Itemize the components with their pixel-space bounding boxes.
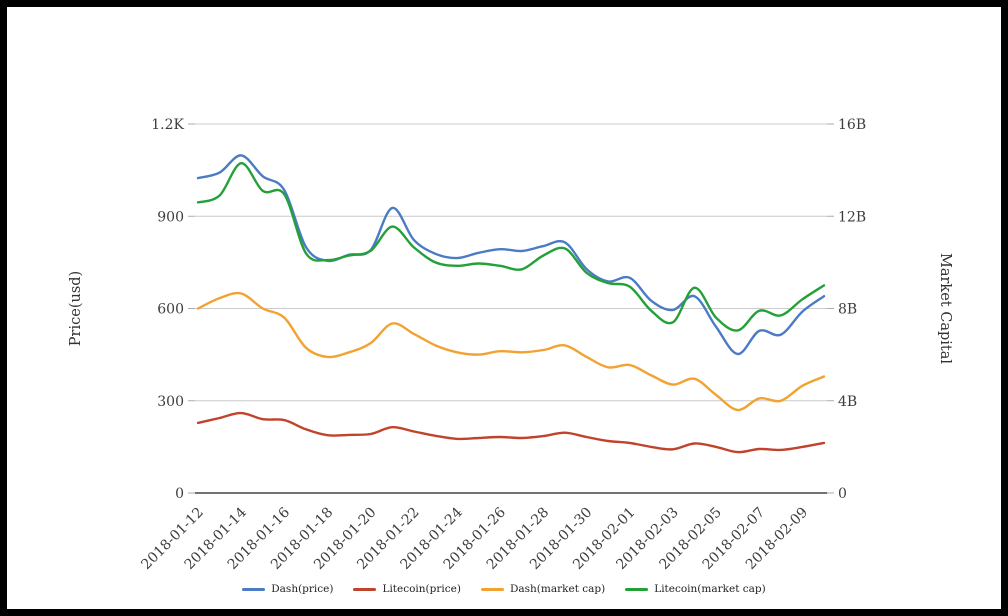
legend-item-label: Dash(price) — [271, 583, 334, 595]
y-axis-title-left: Price(usd) — [68, 271, 84, 346]
y-tick-label-right: 0 — [838, 486, 847, 502]
y-axis-title-right: Market Capital — [937, 253, 953, 364]
legend-item-label: Litecoin(price) — [382, 583, 461, 595]
legend-marker-dash-price-icon — [242, 587, 266, 591]
y-tick-label-left: 300 — [157, 394, 184, 410]
legend-item-label: Litecoin(market cap) — [654, 583, 766, 595]
legend: Dash(price) Litecoin(price) Dash(market … — [7, 577, 1001, 601]
y-tick-label-right: 4B — [838, 394, 857, 410]
series-line-litecoin-price — [196, 411, 826, 454]
legend-marker-dash-market-cap-icon — [480, 587, 504, 591]
y-tick-label-right: 16B — [838, 117, 866, 133]
y-tick-label-left: 0 — [175, 486, 184, 502]
y-tick-label-left: 900 — [157, 209, 184, 225]
legend-item-dash-market-cap[interactable]: Dash(market cap) — [480, 583, 606, 595]
legend-item-litecoin-price[interactable]: Litecoin(price) — [353, 583, 461, 595]
legend-item-label: Dash(market cap) — [509, 583, 606, 595]
y-tick-label-right: 12B — [838, 209, 866, 225]
y-tick-label-left: 1.2K — [151, 117, 184, 133]
legend-marker-litecoin-price-icon — [353, 587, 377, 591]
legend-item-litecoin-market-cap[interactable]: Litecoin(market cap) — [625, 583, 766, 595]
legend-item-dash-price[interactable]: Dash(price) — [242, 583, 333, 595]
series-line-litecoin-market-cap — [196, 162, 826, 332]
series-line-dash-market-cap — [196, 291, 826, 412]
series-line-dash-price — [196, 154, 826, 356]
y-tick-label-right: 8B — [838, 302, 857, 318]
legend-marker-litecoin-market-cap-icon — [625, 587, 649, 591]
y-tick-label-left: 600 — [157, 302, 184, 318]
